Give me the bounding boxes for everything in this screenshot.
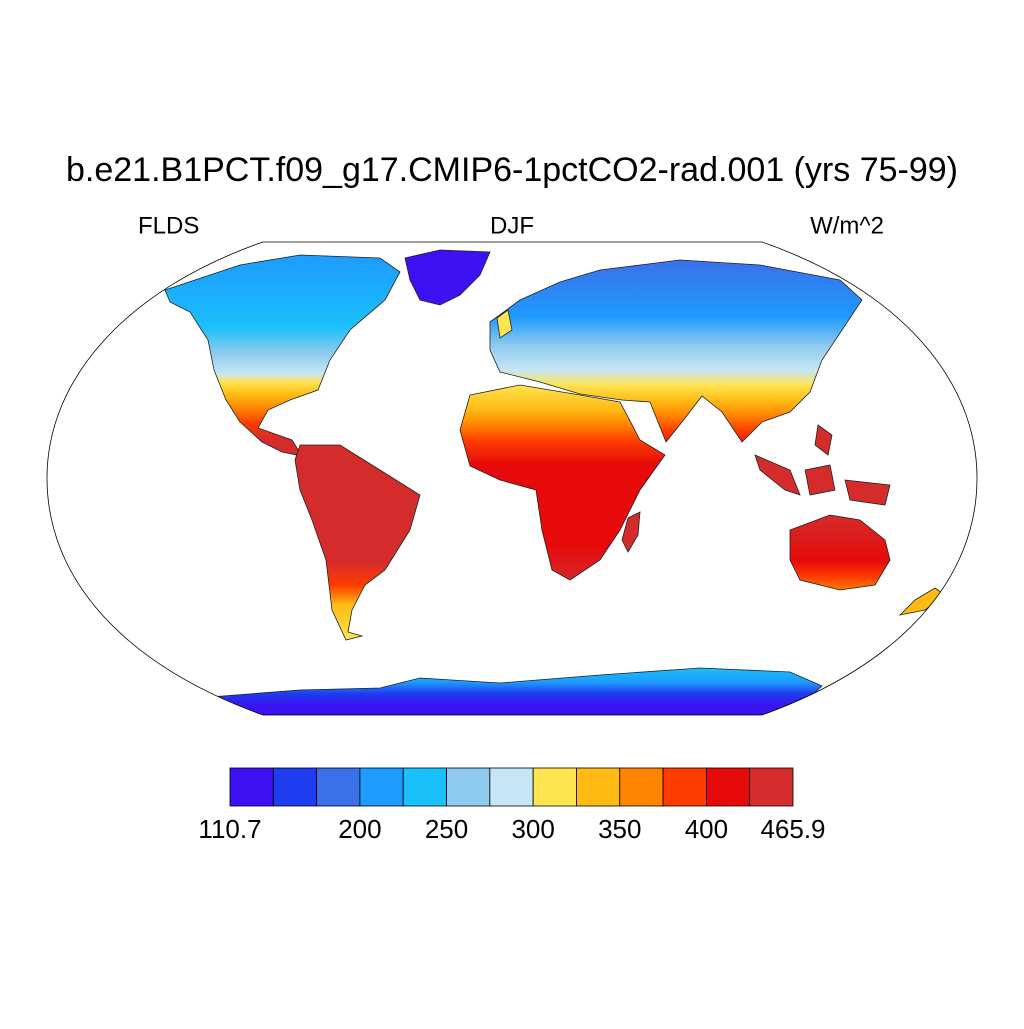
colorbar-tick-label: 465.9	[760, 814, 825, 844]
colorbar-box	[272, 767, 318, 807]
colorbar-box	[359, 767, 404, 807]
colorbar-box	[619, 767, 664, 807]
madagascar	[621, 511, 641, 553]
colorbar-tick-label: 400	[685, 814, 728, 844]
colorbar-box	[489, 767, 534, 807]
colorbar-box	[576, 767, 621, 807]
eurasia	[489, 259, 863, 443]
map	[164, 249, 946, 715]
colorbar-tick-label: 250	[425, 814, 468, 844]
colorbar-box	[402, 767, 447, 807]
colorbar-tick-label: 300	[511, 814, 554, 844]
map-outline	[46, 241, 978, 716]
australia	[789, 514, 891, 591]
africa	[459, 384, 666, 581]
greenland	[404, 249, 491, 306]
colorbar-box	[446, 767, 491, 807]
colorbar-tick-label: 350	[598, 814, 641, 844]
colorbar-tick-label: 110.7	[198, 814, 261, 844]
colorbar-box	[229, 767, 274, 807]
left-string: FLDS	[138, 212, 199, 239]
colorbar-tick-label: 200	[338, 814, 381, 844]
south-america	[294, 444, 421, 641]
center-string: DJF	[490, 212, 534, 239]
colorbar-box	[705, 767, 751, 807]
north-america	[164, 254, 401, 457]
title: b.e21.B1PCT.f09_g17.CMIP6-1pctCO2-rad.00…	[66, 151, 958, 189]
british-isles	[496, 309, 513, 339]
right-string: W/m^2	[810, 212, 884, 239]
new-zealand	[898, 587, 946, 616]
colorbar-box	[749, 767, 794, 807]
indonesia	[754, 424, 891, 506]
colorbar-box	[532, 767, 577, 807]
colorbar-box	[662, 767, 707, 807]
colorbar: 110.7 200 250 300 350 400 465.9	[198, 767, 826, 844]
antarctica	[208, 667, 823, 715]
colorbar-box	[316, 767, 361, 807]
